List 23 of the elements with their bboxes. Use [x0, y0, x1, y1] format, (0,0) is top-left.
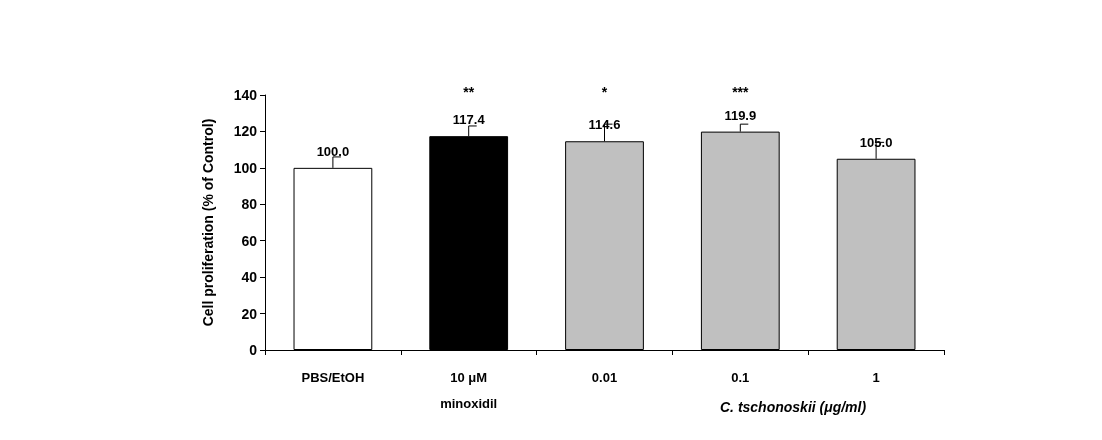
y-tick-label: 100	[233, 159, 258, 176]
x-tick-label: 0.1	[731, 369, 750, 385]
annotation: **	[463, 84, 475, 100]
y-tick-label: 0	[249, 342, 258, 358]
y-tick-label: 120	[233, 123, 258, 140]
x-tick-label: PBS/EtOH	[301, 369, 365, 385]
x-axis-title: C. tschonoskii (μg/ml)	[720, 399, 867, 415]
x-tick-label: 1	[872, 369, 880, 385]
data-label: 119.9	[724, 107, 757, 123]
data-label: 100.0	[316, 143, 350, 159]
x-tick-label: 0.01	[591, 369, 618, 385]
x-tick-label: 10 μM minoxidil	[440, 369, 498, 411]
y-tick-label: 40	[241, 269, 258, 286]
data-label: 117.4	[452, 112, 486, 128]
y-tick-label: 60	[241, 232, 258, 249]
data-label: 105.0	[859, 134, 893, 150]
y-axis-title: Cell proliferation (% of Control)	[200, 118, 216, 327]
y-tick-label: 20	[241, 305, 258, 322]
y-tick-label: 80	[241, 196, 258, 213]
y-tick-label: 140	[233, 87, 258, 103]
annotation: *	[601, 84, 608, 100]
annotation: ***	[732, 84, 750, 100]
data-label: 114.6	[588, 117, 621, 133]
